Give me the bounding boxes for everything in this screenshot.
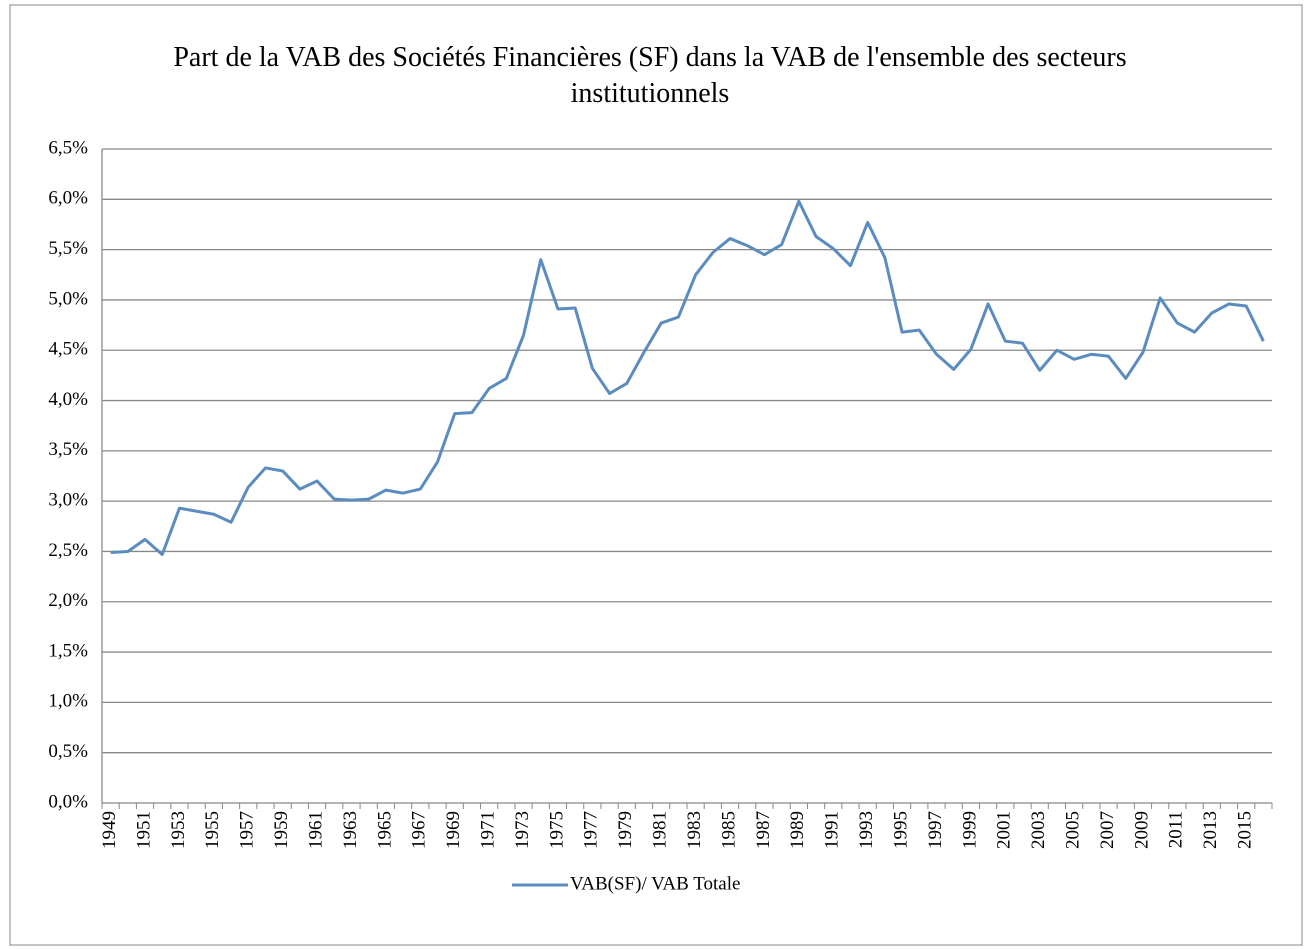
y-tick-label: 2,5% bbox=[48, 540, 88, 561]
x-tick-label: 1997 bbox=[925, 811, 946, 849]
x-tick-label: 1971 bbox=[477, 811, 498, 849]
x-tick-label: 2015 bbox=[1235, 811, 1256, 849]
x-tick-label: 1949 bbox=[99, 811, 120, 849]
x-tick-label: 1973 bbox=[512, 811, 533, 849]
x-tick-label: 2005 bbox=[1062, 811, 1083, 849]
x-tick-label: 1967 bbox=[409, 811, 430, 849]
x-tick-label: 1981 bbox=[650, 811, 671, 849]
y-tick-label: 5,0% bbox=[48, 288, 88, 309]
x-tick-label: 1979 bbox=[615, 811, 636, 849]
chart-frame bbox=[9, 4, 1303, 946]
legend-label: VAB(SF)/ VAB Totale bbox=[570, 873, 740, 894]
x-tick-label: 1959 bbox=[271, 811, 292, 849]
x-tick-label: 1987 bbox=[753, 811, 774, 849]
x-tick-label: 2003 bbox=[1028, 811, 1049, 849]
x-tick-label: 1991 bbox=[822, 811, 843, 849]
y-tick-label: 6,5% bbox=[48, 137, 88, 158]
y-tick-label: 0,5% bbox=[48, 741, 88, 762]
x-tick-label: 1963 bbox=[340, 811, 361, 849]
x-tick-label: 1969 bbox=[443, 811, 464, 849]
x-tick-label: 1957 bbox=[237, 811, 258, 849]
y-tick-label: 6,0% bbox=[48, 188, 88, 209]
x-tick-label: 1985 bbox=[718, 811, 739, 849]
x-tick-label: 1953 bbox=[168, 811, 189, 849]
x-tick-label: 1989 bbox=[787, 811, 808, 849]
x-tick-label: 1961 bbox=[305, 811, 326, 849]
data-line bbox=[110, 199, 1265, 556]
y-tick-label: 3,5% bbox=[48, 439, 88, 460]
x-tick-label: 2007 bbox=[1097, 811, 1118, 849]
y-tick-label: 0,0% bbox=[48, 791, 88, 812]
x-tick-label: 1977 bbox=[581, 811, 602, 849]
x-tick-label: 1955 bbox=[202, 811, 223, 849]
x-tick-label: 1993 bbox=[856, 811, 877, 849]
y-tick-label: 3,0% bbox=[48, 490, 88, 511]
x-tick-label: 2011 bbox=[1166, 811, 1187, 848]
x-tick-label: 1995 bbox=[890, 811, 911, 849]
x-tick-label: 1999 bbox=[959, 811, 980, 849]
y-tick-label: 1,5% bbox=[48, 640, 88, 661]
x-tick-label: 1965 bbox=[374, 811, 395, 849]
y-tick-label: 2,0% bbox=[48, 590, 88, 611]
x-tick-label: 1951 bbox=[133, 811, 154, 849]
y-tick-label: 4,5% bbox=[48, 339, 88, 360]
y-tick-label: 1,0% bbox=[48, 691, 88, 712]
y-tick-label: 4,0% bbox=[48, 389, 88, 410]
x-tick-label: 2013 bbox=[1200, 811, 1221, 849]
x-tick-label: 2009 bbox=[1131, 811, 1152, 849]
x-tick-label: 2001 bbox=[994, 811, 1015, 849]
y-tick-label: 5,5% bbox=[48, 238, 88, 259]
chart-title: Part de la VAB des Sociétés Financières … bbox=[173, 42, 1127, 109]
x-tick-label: 1983 bbox=[684, 811, 705, 849]
x-tick-label: 1975 bbox=[546, 811, 567, 849]
